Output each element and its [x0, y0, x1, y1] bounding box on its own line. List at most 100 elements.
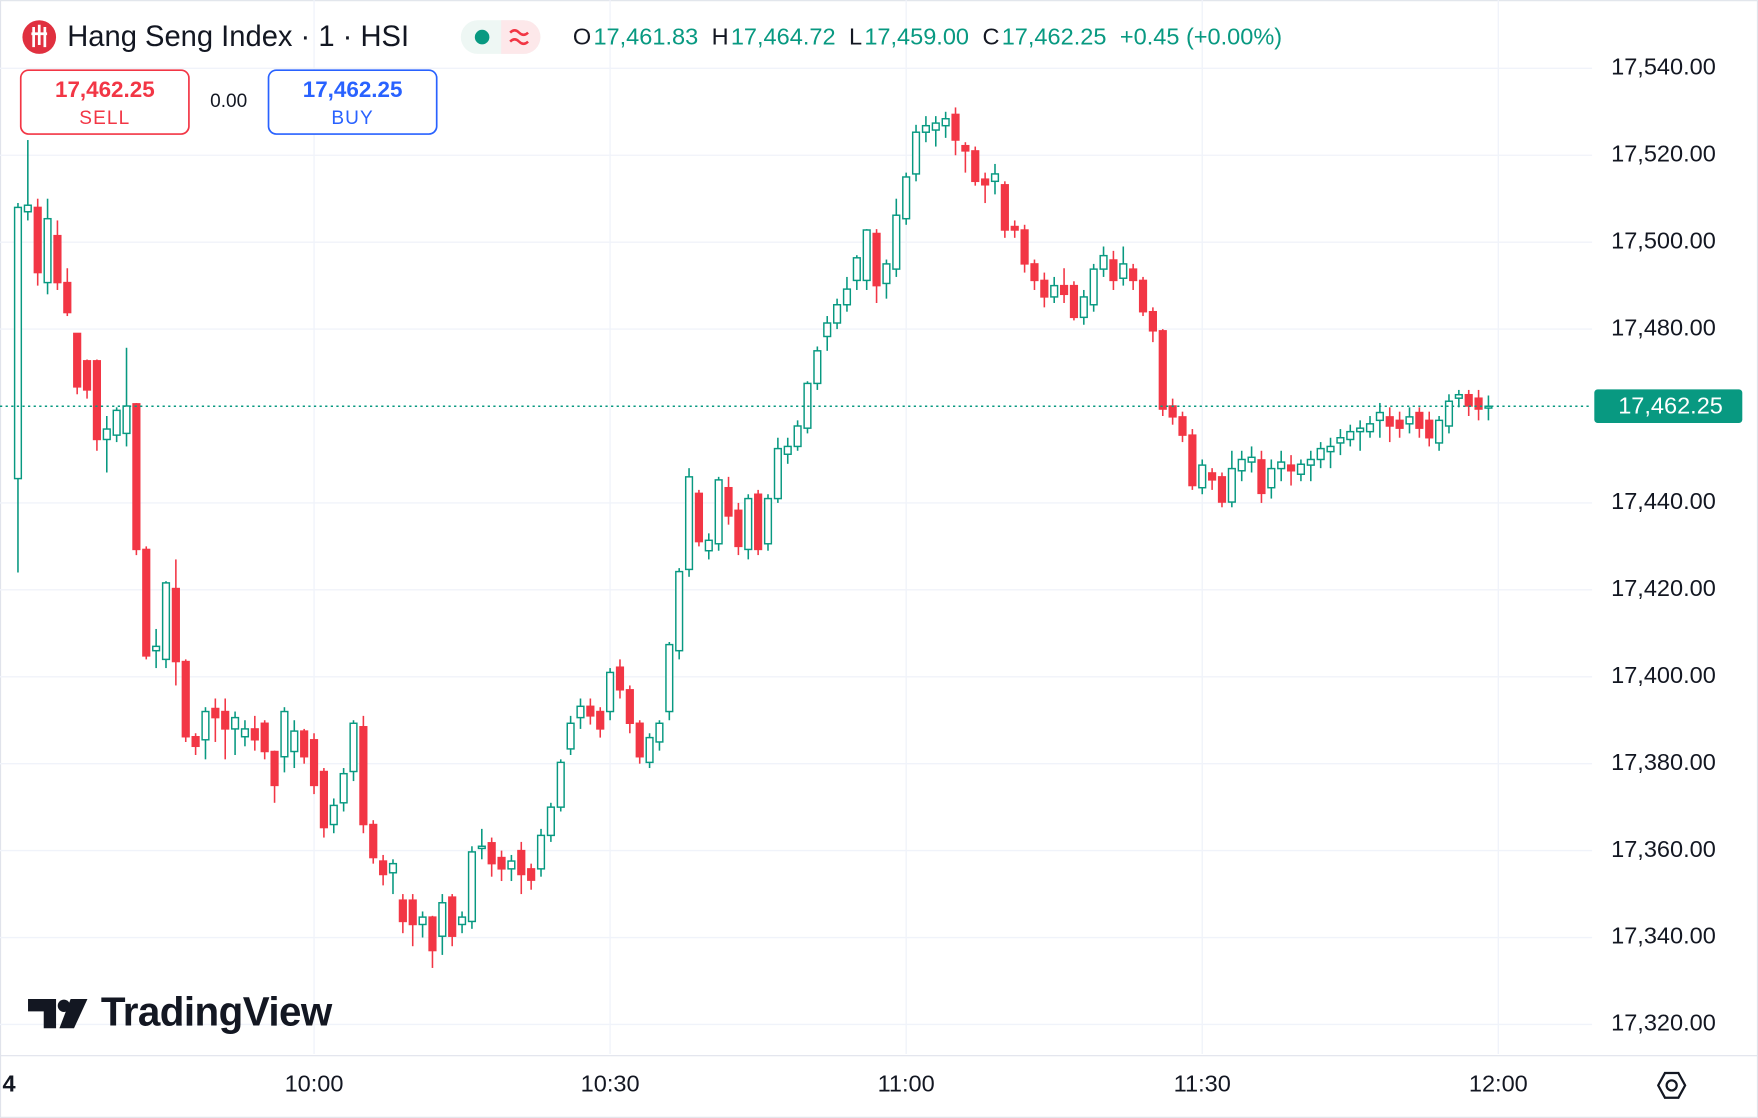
candle-body — [1148, 310, 1157, 332]
candle-body — [1020, 229, 1029, 265]
y-tick-label: 17,400.00 — [1611, 662, 1716, 688]
candle-body — [43, 217, 52, 284]
candle-body — [1257, 459, 1266, 495]
candle-body — [507, 860, 516, 870]
candle-body — [902, 176, 911, 220]
candle-body — [862, 229, 871, 282]
candle-body — [161, 582, 171, 661]
candle-body — [329, 804, 338, 826]
x-tick-label: 4 — [3, 1071, 16, 1097]
candle-body — [645, 736, 654, 764]
candle-body — [615, 666, 625, 691]
candle-body — [388, 862, 398, 874]
candle-body — [951, 113, 960, 141]
candle-body — [132, 403, 141, 551]
candle-body — [1069, 284, 1079, 319]
y-tick-label: 17,500.00 — [1611, 227, 1716, 253]
candle-body — [576, 705, 585, 719]
y-tick-label: 17,360.00 — [1611, 836, 1716, 862]
delay-icon — [509, 29, 529, 46]
buy-price: 17,462.25 — [303, 77, 403, 102]
candle-body — [33, 206, 42, 274]
candle-body — [1395, 419, 1404, 429]
candle-body — [418, 916, 427, 926]
candle-body — [744, 497, 753, 551]
candle-body — [832, 304, 842, 324]
candle-body — [1079, 296, 1088, 319]
last-price-label: 17,462.25 — [1618, 393, 1723, 419]
candle-body — [1050, 284, 1059, 298]
candle-body — [13, 206, 23, 480]
candle-body — [1356, 427, 1365, 433]
sell-label: SELL — [79, 108, 130, 129]
y-tick-label: 17,320.00 — [1611, 1010, 1716, 1036]
candle-body — [1178, 416, 1187, 436]
candle-body — [1464, 393, 1473, 407]
ohlc-value: 17,464.72 — [731, 23, 836, 49]
candle-body — [1316, 447, 1325, 461]
y-tick-label: 17,520.00 — [1611, 140, 1716, 166]
candle-body — [704, 539, 713, 552]
candles: 17,462.25 — [0, 107, 1743, 968]
candle-body — [309, 739, 319, 787]
candle-body — [813, 350, 822, 385]
ohlc-key: L — [849, 23, 862, 49]
candle-body — [181, 660, 190, 738]
candle-body — [527, 868, 536, 881]
candle-body — [625, 689, 634, 724]
ohlc-legend: O 17,461.83 H 17,464.72 L 17,459.00 C 17,462.25… — [573, 23, 1282, 49]
settings-icon[interactable] — [1656, 1071, 1687, 1099]
candle-body — [280, 710, 289, 758]
candle-body — [684, 476, 694, 571]
x-tick-label: 11:30 — [1174, 1071, 1231, 1097]
buy-button[interactable] — [267, 69, 438, 135]
spread: 0.00 — [210, 91, 247, 112]
candle-body — [142, 548, 151, 657]
candle-body — [823, 322, 832, 338]
candle-body — [438, 902, 447, 937]
candle-body — [1474, 397, 1483, 410]
candle-body — [1425, 419, 1434, 439]
candle-body — [152, 645, 161, 652]
candle-body — [773, 447, 782, 500]
candle-body — [467, 851, 477, 923]
candle-body — [536, 834, 546, 870]
overlay: Hang Seng Index · 1 · HSI O 17,461.83 H 17,… — [19, 20, 1687, 1099]
candle-body — [319, 770, 328, 829]
candle-body — [783, 445, 792, 455]
candle-body — [1296, 463, 1306, 475]
candle-body — [1040, 279, 1049, 298]
candle-body — [201, 710, 210, 741]
candle-body — [1010, 225, 1019, 231]
candle-body — [1267, 467, 1276, 489]
ohlc-value: 17,462.25 — [1002, 23, 1107, 49]
candle-body — [1217, 476, 1227, 503]
candle-body — [270, 750, 279, 787]
ohlc-value: 17,461.83 — [593, 23, 698, 49]
candle-body — [714, 479, 723, 545]
market-open-dot — [474, 29, 490, 45]
candle-body — [230, 716, 240, 730]
last-price-tag — [1594, 389, 1743, 424]
candle-body — [408, 899, 417, 926]
candle-body — [911, 131, 921, 175]
candle-body — [448, 896, 457, 937]
y-tick-label: 17,340.00 — [1611, 923, 1716, 949]
candle-body — [1158, 330, 1167, 410]
y-tick-label: 17,480.00 — [1611, 314, 1716, 340]
candle-body — [1198, 464, 1207, 489]
candle-body — [1227, 467, 1236, 503]
candle-body — [1237, 458, 1246, 472]
candle-body — [1247, 456, 1256, 463]
candle-body — [23, 204, 32, 213]
candle-body — [369, 823, 378, 859]
sell-button[interactable] — [19, 69, 190, 135]
candle-body — [586, 705, 595, 717]
candle-body — [487, 842, 496, 865]
candle-body — [793, 425, 802, 448]
candle-body — [53, 234, 62, 284]
candle-body — [1415, 411, 1424, 429]
candle-body — [260, 722, 269, 753]
candle-body — [852, 257, 861, 282]
